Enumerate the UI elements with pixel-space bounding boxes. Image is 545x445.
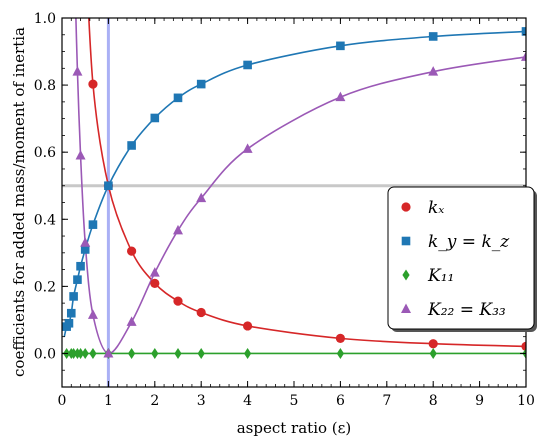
data-point-1-4 — [73, 275, 82, 284]
x-tick-label-9: 9 — [475, 393, 484, 409]
x-tick-label-5: 5 — [290, 393, 299, 409]
data-point-3-1 — [75, 150, 86, 160]
data-point-2-13 — [336, 347, 344, 359]
data-point-3-8 — [196, 192, 207, 203]
data-point-1-13 — [243, 60, 252, 70]
data-point-2-11 — [197, 347, 205, 359]
data-point-0-3 — [150, 278, 160, 288]
y-tick-label-1: 0.2 — [34, 279, 56, 295]
x-tick-label-8: 8 — [429, 393, 438, 409]
legend-marker-1 — [401, 236, 411, 246]
data-point-1-7 — [88, 220, 98, 229]
x-tick-label-0: 0 — [58, 393, 67, 409]
data-point-3-6 — [149, 267, 160, 277]
y-tick-label-3: 0.6 — [34, 145, 56, 161]
x-tick-label-7: 7 — [382, 393, 391, 409]
data-point-3-2 — [80, 237, 91, 247]
data-point-0-4 — [173, 296, 183, 306]
reference-lines — [62, 18, 526, 387]
legend-label-2: K₁₁ — [427, 266, 454, 286]
data-point-3-10 — [335, 91, 346, 102]
legend-marker-3 — [401, 303, 411, 313]
data-point-0-0 — [88, 79, 98, 89]
data-point-1-6 — [80, 245, 90, 254]
data-point-2-2 — [70, 347, 78, 359]
y-tick-label-2: 0.4 — [34, 212, 56, 228]
data-point-2-14 — [429, 347, 437, 359]
data-point-1-10 — [150, 113, 160, 123]
data-point-1-12 — [196, 79, 206, 89]
data-point-1-14 — [336, 41, 345, 51]
data-point-2-8 — [128, 347, 136, 359]
x-tick-label-10: 10 — [517, 393, 535, 409]
legend-marker-0 — [401, 202, 411, 212]
y-tick-label-4: 0.8 — [34, 78, 56, 94]
data-point-3-7 — [173, 224, 183, 235]
data-point-2-12 — [244, 347, 252, 359]
data-point-1-5 — [76, 261, 85, 271]
data-point-0-8 — [428, 339, 438, 349]
data-point-3-9 — [242, 143, 253, 153]
data-point-3-0 — [72, 66, 83, 76]
data-point-1-2 — [66, 308, 76, 318]
y-axis-label: coefficients for added mass/moment of in… — [10, 27, 28, 377]
x-tick-label-4: 4 — [243, 393, 252, 409]
data-point-0-2 — [127, 246, 137, 256]
data-point-1-15 — [428, 32, 438, 41]
data-point-3-3 — [87, 309, 98, 319]
data-point-0-9 — [521, 341, 526, 352]
x-tick-label-6: 6 — [336, 393, 345, 409]
data-point-2-4 — [76, 347, 85, 359]
data-point-0-6 — [243, 321, 253, 331]
x-tick-label-1: 1 — [104, 393, 113, 409]
legend-box — [387, 186, 535, 330]
data-point-0-7 — [335, 333, 345, 343]
legend-label-0: kₓ — [428, 198, 444, 218]
data-point-1-9 — [127, 141, 136, 150]
data-point-3-12 — [521, 51, 526, 61]
data-point-1-1 — [64, 318, 74, 328]
data-point-1-16 — [521, 27, 526, 36]
data-point-2-9 — [151, 347, 159, 359]
data-point-3-5 — [126, 316, 137, 326]
data-point-1-8 — [104, 181, 113, 191]
y-tick-label-5: 1.0 — [34, 11, 56, 27]
data-point-2-5 — [81, 347, 89, 359]
data-point-1-3 — [69, 292, 78, 301]
data-point-3-11 — [428, 66, 439, 76]
data-point-1-11 — [173, 93, 183, 103]
x-axis-label: aspect ratio (ε) — [237, 419, 352, 437]
y-tick-label-0: 0.0 — [34, 346, 56, 362]
data-point-2-10 — [174, 347, 182, 359]
legend-marker-2 — [402, 269, 410, 281]
axes: 0 1 2 3 4 5 6 7 8 9 10 0.0 0.2 0.4 0.6 0.8 1.0 — [34, 11, 535, 409]
x-tick-label-2: 2 — [150, 393, 159, 409]
data-point-0-5 — [196, 307, 206, 318]
data-point-2-6 — [89, 347, 97, 359]
data-point-3-4 — [103, 347, 114, 358]
x-tick-label-3: 3 — [197, 393, 206, 409]
legend: kₓ k_y = k_z K₁₁ K₂₂ = K₃₃ — [387, 186, 537, 332]
legend-label-1: k_y = k_z — [428, 232, 510, 252]
series-markers — [62, 27, 526, 359]
legend-label-3: K₂₂ = K₃₃ — [427, 300, 506, 320]
